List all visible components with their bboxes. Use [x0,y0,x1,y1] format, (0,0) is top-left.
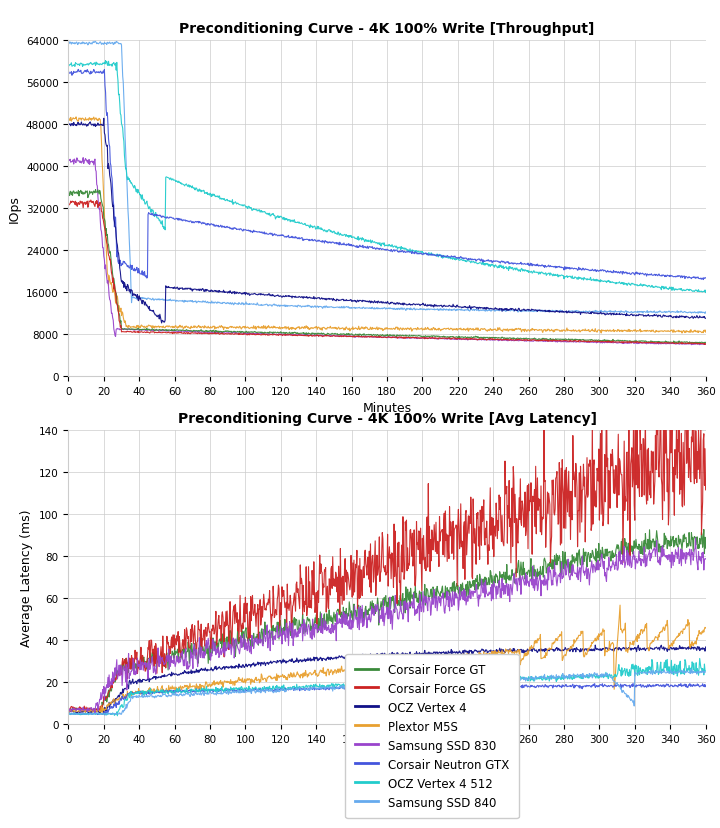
Title: Preconditioning Curve - 4K 100% Write [Avg Latency]: Preconditioning Curve - 4K 100% Write [A… [178,412,596,426]
Title: Preconditioning Curve - 4K 100% Write [Throughput]: Preconditioning Curve - 4K 100% Write [T… [179,22,595,36]
Y-axis label: Average Latency (ms): Average Latency (ms) [20,509,33,646]
Y-axis label: IOps: IOps [7,195,20,223]
X-axis label: Minutes: Minutes [362,402,412,415]
X-axis label: Minutes: Minutes [362,749,412,763]
Legend: Corsair Force GT, Corsair Force GS, OCZ Vertex 4, Plextor M5S, Samsung SSD 830, : Corsair Force GT, Corsair Force GS, OCZ … [346,654,518,818]
